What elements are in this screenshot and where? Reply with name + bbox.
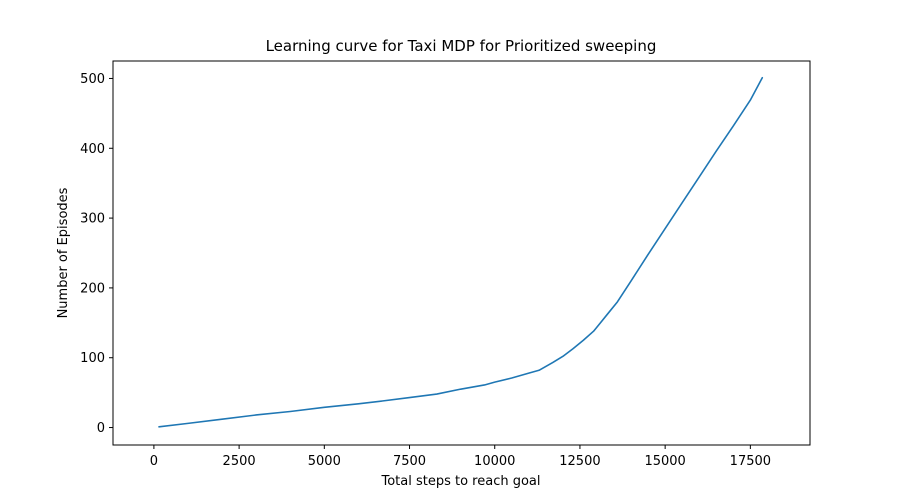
series-line [158, 76, 764, 428]
x-tick-label: 15000 [644, 454, 685, 469]
y-tick-label: 500 [80, 72, 105, 87]
plot-area [158, 76, 764, 428]
x-axis-label: Total steps to reach goal [380, 474, 540, 489]
x-tick-label: 5000 [308, 454, 341, 469]
x-tick-label: 10000 [474, 454, 515, 469]
x-tick-label: 7500 [393, 454, 426, 469]
x-tick-label: 2500 [223, 454, 256, 469]
x-tick-label: 12500 [559, 454, 600, 469]
x-tick-label: 0 [150, 454, 158, 469]
x-axis-ticks: 0 2500 5000 7500 10000 12500 15000 17500 [150, 445, 771, 469]
y-tick-label: 200 [80, 281, 105, 296]
axes-frame [112, 60, 811, 446]
y-tick-label: 0 [97, 421, 105, 436]
y-axis-ticks: 0 100 200 300 400 500 [80, 72, 113, 436]
y-axis-label: Number of Episodes [56, 187, 71, 318]
y-tick-label: 400 [80, 142, 105, 157]
chart-title: Learning curve for Taxi MDP for Prioriti… [266, 37, 657, 55]
y-tick-label: 300 [80, 212, 105, 227]
x-tick-label: 17500 [730, 454, 771, 469]
y-tick-label: 100 [80, 351, 105, 366]
